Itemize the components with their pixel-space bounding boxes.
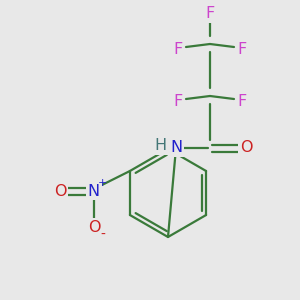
Text: N: N: [170, 140, 182, 155]
Text: O: O: [88, 220, 100, 235]
Text: +: +: [98, 178, 108, 188]
Text: -: -: [100, 228, 105, 242]
Text: O: O: [240, 140, 252, 155]
Text: N: N: [88, 184, 100, 199]
Text: F: F: [237, 41, 247, 56]
Text: F: F: [173, 94, 183, 109]
Text: O: O: [54, 184, 66, 199]
Text: F: F: [173, 41, 183, 56]
Text: F: F: [237, 94, 247, 109]
Text: F: F: [206, 7, 214, 22]
Text: H: H: [154, 139, 166, 154]
